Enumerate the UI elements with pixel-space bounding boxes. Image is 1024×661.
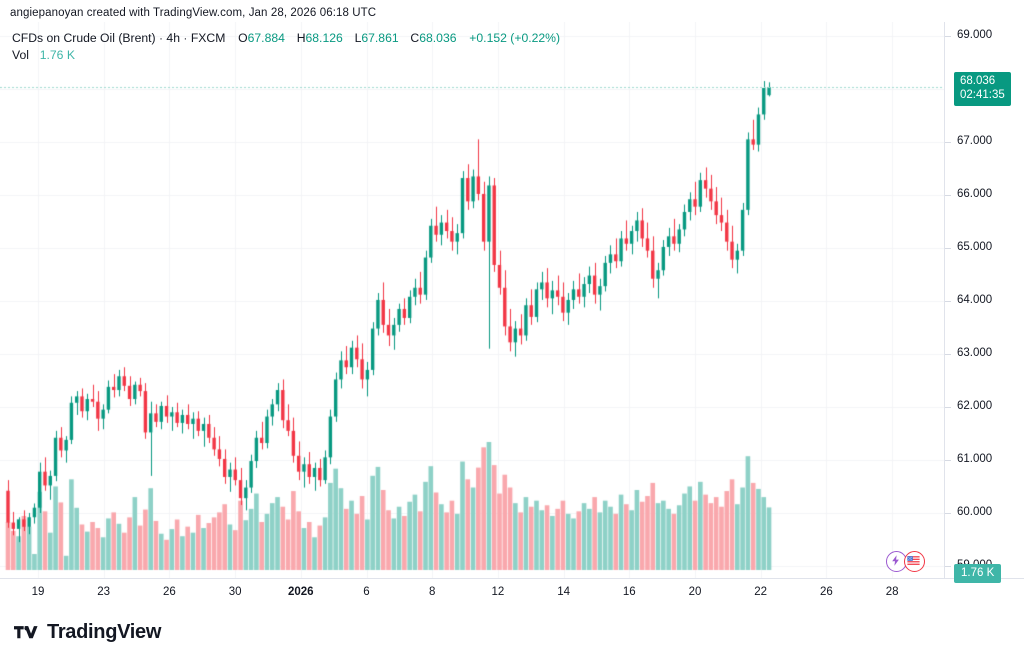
bar-countdown: 02:41:35: [960, 88, 1005, 101]
time-tick: 22: [754, 586, 768, 598]
time-tick: 23: [97, 586, 111, 598]
price-axis[interactable]: 68.036 02:41:35 1.76 K 69.000 67.000 66.00…: [944, 22, 1024, 583]
price-tick: 64.000: [945, 294, 992, 306]
candlestick-series[interactable]: [0, 22, 944, 578]
price-tick-dash: [945, 513, 951, 514]
time-axis[interactable]: 19 23 26 30 2026 6 8 12 14 16 20 22 26 28: [0, 578, 1024, 606]
price-tick-dash: [945, 566, 951, 567]
price-tick: 61.000: [945, 453, 992, 465]
tradingview-brand-text: TradingView: [47, 621, 162, 643]
price-tick: 62.000: [945, 400, 992, 412]
time-tick: 16: [622, 586, 636, 598]
price-tick: 69.000: [945, 29, 992, 41]
time-tick: 26: [819, 586, 833, 598]
time-tick: 8: [428, 586, 436, 598]
price-tick-dash: [945, 301, 951, 302]
price-tick: 65.000: [945, 241, 992, 253]
tradingview-logo-icon: [14, 625, 40, 640]
price-tick-dash: [945, 354, 951, 355]
time-tick: 2026: [288, 586, 314, 598]
time-tick: 28: [885, 586, 899, 598]
price-tick: 67.000: [945, 135, 992, 147]
time-tick: 19: [31, 586, 45, 598]
price-tick-dash: [945, 142, 951, 143]
volume-value-badge: 1.76 K: [954, 564, 1002, 583]
footer: TradingView: [0, 605, 1024, 661]
price-tick: 63.000: [945, 347, 992, 359]
price-tick-dash: [945, 195, 951, 196]
current-price-badge[interactable]: 68.036 02:41:35: [954, 72, 1011, 107]
time-tick: 20: [688, 586, 702, 598]
price-tick: 60.000: [945, 506, 992, 518]
chart-pane[interactable]: [0, 22, 944, 578]
time-tick: 12: [491, 586, 505, 598]
watermark-text: angiepanoyan created with TradingView.co…: [10, 7, 377, 19]
price-tick-dash: [945, 248, 951, 249]
tradingview-brand: TradingView: [14, 621, 161, 644]
time-tick: 14: [557, 586, 570, 598]
price-tick-dash: [945, 407, 951, 408]
time-tick: 6: [363, 586, 370, 598]
price-tick: 66.000: [945, 188, 992, 200]
current-price-value: 68.036: [960, 75, 996, 88]
price-tick-dash: [945, 460, 951, 461]
price-tick-dash: [945, 36, 951, 37]
time-tick: 26: [162, 586, 176, 598]
us-flag-icon[interactable]: [904, 551, 925, 572]
time-tick: 30: [228, 586, 242, 598]
lightning-bolt-icon[interactable]: [886, 551, 907, 572]
